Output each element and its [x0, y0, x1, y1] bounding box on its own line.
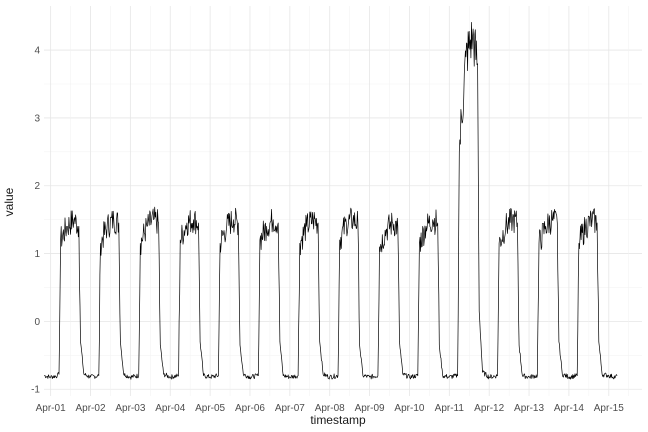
x-axis: Apr-01 Apr-02 Apr-03 Apr-04 Apr-05 Apr-0… [36, 403, 625, 414]
y-tick-label: 3 [34, 113, 40, 124]
y-tick-label: 4 [34, 46, 40, 57]
x-tick-label: Apr-13 [514, 403, 544, 414]
y-tick-label: 2 [34, 181, 40, 192]
x-tick-label: Apr-08 [315, 403, 345, 414]
x-tick-label: Apr-12 [474, 403, 504, 414]
x-tick-label: Apr-14 [554, 403, 584, 414]
x-tick-label: Apr-05 [195, 403, 225, 414]
x-axis-title: timestamp [310, 413, 366, 427]
x-tick-label: Apr-11 [435, 403, 465, 414]
y-axis-title: value [2, 187, 16, 216]
y-axis: -1 0 1 2 3 4 [31, 46, 40, 396]
x-tick-label: Apr-07 [275, 403, 305, 414]
x-tick-label: Apr-01 [36, 403, 66, 414]
gridlines [44, 6, 642, 396]
x-tick-label: Apr-03 [115, 403, 145, 414]
x-tick-label: Apr-04 [155, 403, 185, 414]
y-tick-label: -1 [31, 385, 40, 396]
y-tick-label: 0 [34, 317, 40, 328]
series-line [43, 22, 618, 380]
x-tick-label: Apr-06 [235, 403, 265, 414]
y-tick-label: 1 [34, 249, 40, 260]
x-tick-label: Apr-10 [394, 403, 424, 414]
x-tick-label: Apr-09 [355, 403, 385, 414]
x-tick-label: Apr-02 [76, 403, 106, 414]
x-tick-label: Apr-15 [594, 403, 624, 414]
